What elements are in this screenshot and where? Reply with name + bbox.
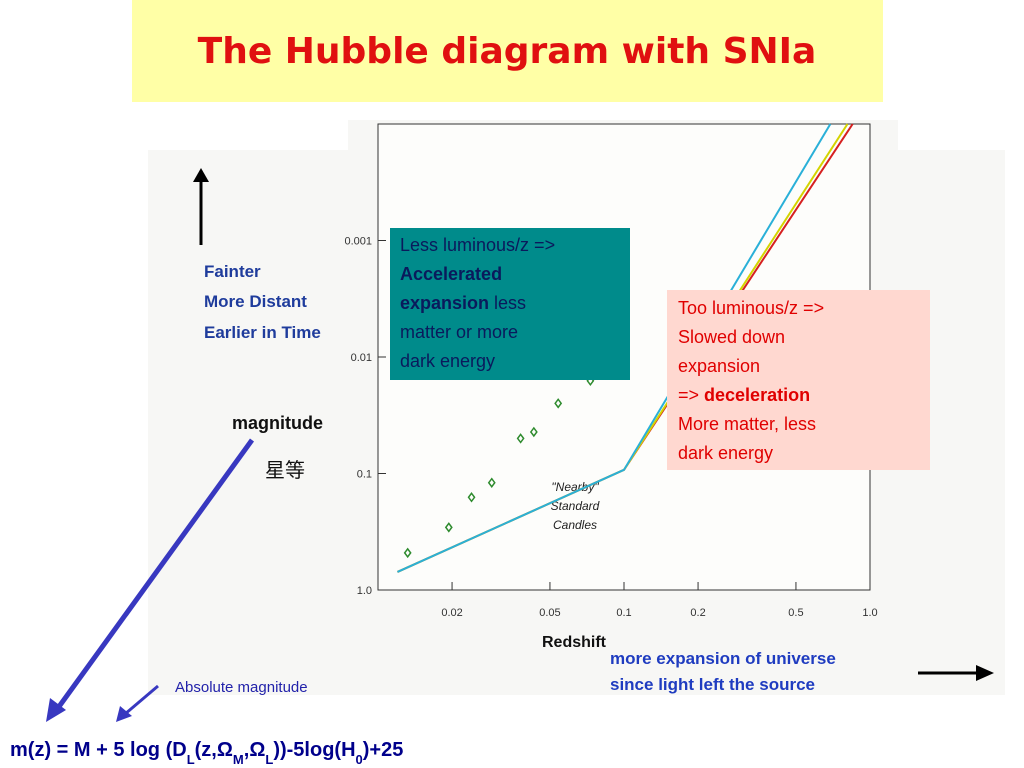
x-tick-label: 0.02 [441,607,462,619]
formula-part: , [244,739,250,761]
x-axis-label: Redshift [542,634,607,651]
box-text: Too luminous/z => [678,298,824,318]
box-text: expansion [678,356,760,376]
box-line: Accelerated [400,264,502,284]
accel-text: Less luminous/z => Accelerated expansion l… [400,235,555,371]
formula-part: Ω [217,739,233,761]
left-label: More Distant [204,292,307,311]
title-box [132,0,883,102]
data-point [403,547,412,559]
magnitude-label: magnitude [232,413,323,433]
box-text: More matter, less [678,414,816,434]
box-text: Slowed down [678,327,785,347]
magnitude-cn: 星等 [265,458,305,482]
x-tick-label: 0.5 [788,607,803,619]
arrow-head [193,168,209,182]
formula-part: (z, [195,739,217,761]
box-line: Less luminous/z => [400,235,555,255]
box-text: less [489,293,526,313]
box-line: dark energy [400,351,495,371]
bottom-label: since light left the source [610,675,815,694]
annotation: Standard [551,499,600,513]
arrow-head [116,706,132,722]
annotation: Candles [553,518,597,532]
y-tick-label: 0.1 [357,469,372,481]
x-tick-label: 0.1 [616,607,631,619]
y-tick-label: 0.01 [351,352,372,364]
formula: m(z) = M + 5 log (DL(z,ΩM,ΩL))-5log(H0)+… [10,739,403,767]
data-point [487,477,496,488]
decel-box [667,290,930,470]
formula-part: ))-5log(H [273,739,355,761]
arrow-head [976,665,994,681]
box-line: Slowed down [678,327,785,347]
formula-part: m(z) = M + 5 log (D [10,739,187,761]
x-tick-label: 1.0 [862,607,877,619]
y-tick-label: 0.001 [344,236,372,248]
y-tick-label: 1.0 [357,585,372,597]
decel-text: Too luminous/z => Slowed down expansion => … [678,298,824,463]
left-label: Earlier in Time [204,323,321,342]
annotation: "Nearby" [551,480,599,494]
bottom-label: more expansion of universe [610,649,836,668]
left-label: Fainter [204,262,261,281]
accel-box [390,228,630,380]
x-tick-label: 0.05 [539,607,560,619]
box-line: expansion less [400,293,526,313]
data-point [516,433,525,444]
box-text: Less luminous/z => [400,235,555,255]
pointer-line [124,684,159,716]
arrow-head [46,698,66,722]
title: The Hubble diagram with SNIa [198,31,817,72]
box-line: More matter, less [678,414,816,434]
x-tick-label: 0.2 [690,607,705,619]
box-text: expansion [400,293,489,313]
box-text: deceleration [704,385,810,405]
data-point [529,426,538,438]
box-line: matter or more [400,322,518,342]
box-text: dark energy [400,351,495,371]
box-text: matter or more [400,322,518,342]
box-line: dark energy [678,443,773,463]
left-labels: Fainter More Distant Earlier in Time [204,262,321,342]
formula-part: 0 [356,752,363,767]
box-text: Accelerated [400,264,502,284]
data-point [467,492,476,503]
data-point [444,522,453,533]
formula-part: L [187,752,195,767]
box-text: => [678,385,704,405]
formula-part: L [265,752,273,767]
absolute-label: Absolute magnitude [175,679,308,696]
box-line: Too luminous/z => [678,298,824,318]
box-line: expansion [678,356,760,376]
box-text: dark energy [678,443,773,463]
pointer-line [55,438,255,710]
model-line [397,123,832,573]
box-line: => deceleration [678,385,810,405]
data-point [554,398,563,409]
formula-part: M [233,752,244,767]
formula-part: Ω [249,739,265,761]
bottom-labels: more expansion of universe since light l… [610,649,836,694]
formula-part: )+25 [363,739,404,761]
